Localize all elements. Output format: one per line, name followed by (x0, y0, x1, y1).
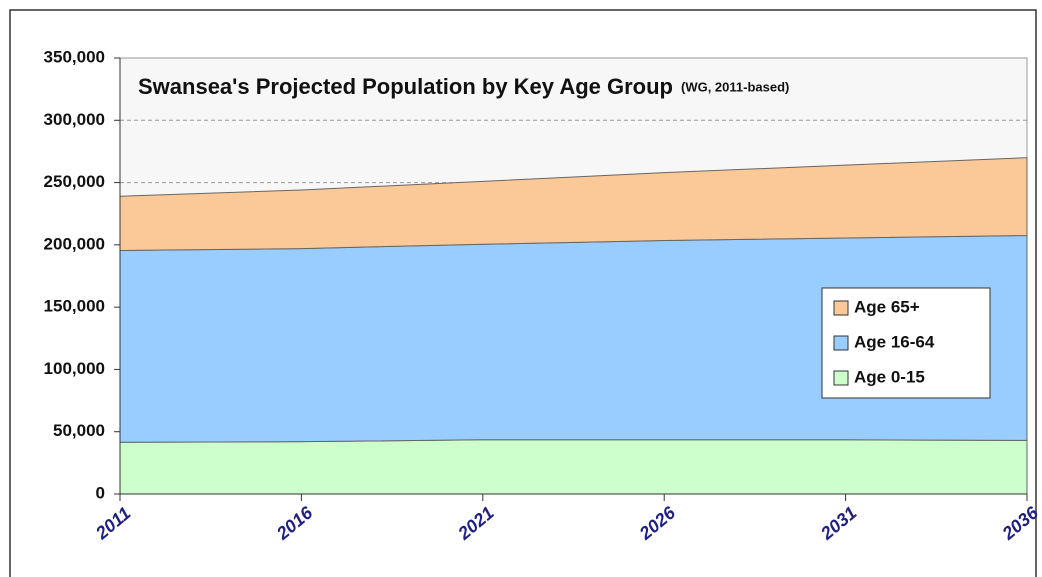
y-tick-label: 200,000 (44, 234, 105, 253)
legend-label: Age 16-64 (854, 332, 935, 351)
y-tick-label: 0 (96, 483, 105, 502)
legend-swatch (833, 335, 849, 351)
y-tick-label: 250,000 (44, 172, 105, 191)
areas (119, 57, 1028, 495)
legend-label: Age 65+ (854, 297, 920, 316)
area (119, 439, 1028, 495)
y-tick-label: 150,000 (44, 297, 105, 316)
chart-title: Swansea's Projected Population by Key Ag… (138, 74, 673, 99)
chart-subtitle: (WG, 2011-based) (681, 79, 789, 94)
y-tick-label: 50,000 (53, 421, 105, 440)
area (119, 157, 1028, 251)
y-tick-label: 100,000 (44, 359, 105, 378)
y-tick-label: 350,000 (44, 47, 105, 66)
legend-box (821, 287, 991, 399)
legend-swatch (833, 300, 849, 316)
legend-swatch (833, 370, 849, 386)
legend-label: Age 0-15 (854, 367, 925, 386)
y-tick-label: 300,000 (44, 110, 105, 129)
